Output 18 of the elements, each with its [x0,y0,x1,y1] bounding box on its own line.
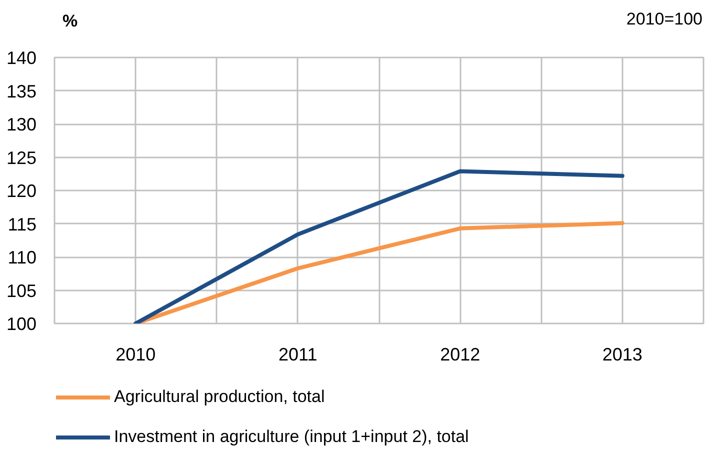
text: 2010=100 [626,10,703,28]
y-tick-label: 140 [6,48,37,68]
y-tick-label: 130 [6,114,37,134]
legend-label: Agricultural production, total [114,387,325,407]
x-tick-label: 2010 [116,344,156,364]
y-tick-label: 110 [8,248,37,268]
y-tick-label: 120 [6,181,37,201]
y-tick-label: 125 [6,148,37,168]
x-tick-label: 2012 [440,344,480,364]
legend-label: Investment in agriculture (input 1+input 2), total [114,427,469,447]
y-axis-title: % [62,12,78,30]
x-tick-label: 2011 [278,344,318,364]
y-tick-label: 135 [6,81,37,102]
y-tick-label: 105 [6,280,37,301]
y-tick-label: 115 [8,214,37,234]
line-series [134,169,624,324]
y-tick-label: 100 [6,314,37,334]
x-tick-label: 2013 [602,344,642,364]
